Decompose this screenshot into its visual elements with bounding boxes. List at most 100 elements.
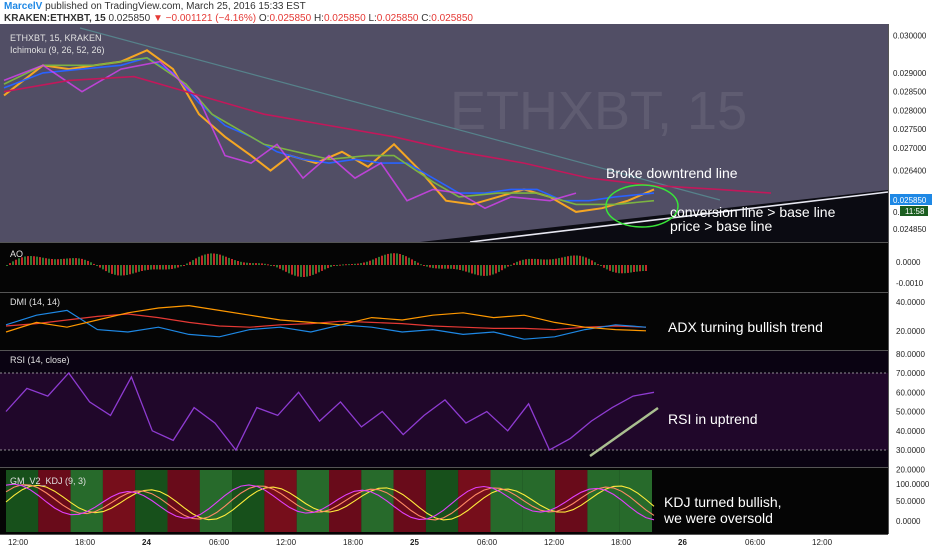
time-tick-label: 06:00	[745, 538, 766, 547]
ao-bar	[405, 256, 407, 265]
ao-bar	[483, 265, 485, 276]
price-tick-label: 0.028000	[893, 106, 927, 115]
ao-bar	[444, 265, 446, 269]
dmi-label: DMI (14, 14)	[10, 297, 60, 307]
ao-bar	[495, 265, 497, 274]
last-price-tag-text: 0.025850	[893, 196, 927, 205]
ao-bar	[144, 265, 146, 271]
ao-bar	[87, 260, 89, 265]
ao-bar	[477, 265, 479, 276]
ao-bar	[543, 259, 545, 265]
ao-bar	[417, 262, 419, 265]
ao-bar	[30, 256, 32, 265]
ao-bar	[627, 265, 629, 273]
dmi-di-line	[5, 309, 647, 340]
ao-bar	[195, 258, 197, 265]
ao-bar	[567, 256, 569, 265]
ao-bar	[387, 253, 389, 265]
ao-bar	[42, 257, 44, 265]
kdj-band	[199, 470, 233, 532]
time-axis-background	[0, 534, 932, 550]
ao-bar	[75, 258, 77, 265]
ao-bar	[537, 259, 539, 265]
ao-bar	[603, 265, 605, 268]
ao-bar	[267, 264, 269, 266]
time-tick-label: 18:00	[75, 538, 96, 547]
ao-bar	[210, 253, 212, 265]
time-tick-label: 25	[410, 538, 419, 547]
rsi-tick-label: 50.0000	[896, 408, 925, 417]
rsi-uptrend-line	[589, 406, 659, 458]
close-value: 0.025850	[431, 13, 473, 24]
rsi-band	[0, 373, 888, 450]
last-price: 0.025850	[108, 13, 151, 24]
ao-bar	[21, 257, 23, 265]
ao-bar	[309, 265, 311, 276]
ao-bar	[381, 255, 383, 265]
ao-bar	[441, 265, 443, 269]
ao-bar	[177, 265, 179, 268]
kdj-pane[interactable]: GM_V2_KDJ (9, 3) KDJ turned bullish, we …	[0, 468, 888, 534]
annotation-kdj-1: KDJ turned bullish,	[664, 494, 782, 510]
rsi-pane[interactable]: RSI (14, close) RSI in uptrend	[0, 351, 888, 467]
ao-bar	[246, 262, 248, 265]
ao-bar	[624, 265, 626, 274]
ao-bar	[390, 253, 392, 265]
ao-bar	[45, 258, 47, 265]
ao-bar	[546, 259, 548, 265]
ao-bar	[600, 265, 602, 266]
ao-bar	[396, 253, 398, 265]
ao-bar	[135, 265, 137, 273]
dmi-pane[interactable]: DMI (14, 14) ADX turning bullish trend	[0, 293, 888, 350]
time-tick-label: 12:00	[812, 538, 833, 547]
ao-bar	[561, 257, 563, 265]
ao-bar	[264, 263, 266, 265]
ao-bar	[639, 265, 641, 272]
ao-bar	[315, 265, 317, 274]
ao-pane[interactable]: AO	[0, 243, 888, 292]
ao-bar	[222, 255, 224, 265]
ao-bar	[138, 265, 140, 272]
author-link[interactable]: MarcelV	[4, 1, 43, 12]
ohlc-line: KRAKEN:ETHXBT, 15 0.025850 ▼ −0.001121 (…	[4, 13, 473, 24]
chart-canvas[interactable]: ETHXBT, 15 ETHXBT, 15, KRAKEN Ichimoku (…	[0, 24, 932, 550]
price-pane[interactable]: ETHXBT, 15 ETHXBT, 15, KRAKEN Ichimoku (…	[0, 24, 889, 243]
ao-bar	[15, 259, 17, 265]
ao-bar	[528, 258, 530, 265]
price-tick-label: 0.030000	[893, 31, 927, 40]
ao-bar	[630, 265, 632, 273]
price-axis[interactable]: 0.030000 0.029000 0.028500 0.028000 0.027500…	[888, 24, 932, 534]
open-label: O:	[258, 13, 270, 24]
time-axis[interactable]: 12:00 18:00 24 06:00 12:00 18:00 25 06:00 12:00 1…	[0, 534, 932, 550]
kdj-line-2	[5, 483, 655, 521]
ao-bar	[81, 258, 83, 265]
high-value: 0.025850	[323, 13, 366, 24]
ao-bar	[150, 265, 152, 270]
ao-bar	[225, 256, 227, 265]
ao-bar	[447, 265, 449, 269]
ao-bar	[159, 265, 161, 270]
ao-bar	[147, 265, 149, 270]
annotation-adx: ADX turning bullish trend	[668, 319, 823, 335]
ao-bar	[609, 265, 611, 271]
series-lagging-span	[3, 60, 577, 210]
price-tick-label: 0.027500	[893, 125, 927, 134]
rsi-tick-label: 70.0000	[896, 369, 925, 378]
ao-bar	[642, 265, 644, 271]
ao-bar	[612, 265, 614, 272]
kdj-band	[102, 470, 136, 532]
ao-bar	[6, 265, 8, 266]
ao-bar	[621, 265, 623, 274]
ao-bar	[453, 265, 455, 269]
ao-bar	[99, 265, 101, 268]
price-change: ▼ −0.001121 (−4.16%)	[152, 13, 257, 24]
low-label: L:	[368, 13, 377, 24]
ao-bar	[216, 253, 218, 265]
ao-bar	[129, 265, 131, 275]
ao-bar	[249, 263, 251, 265]
kdj-band	[70, 470, 103, 532]
price-tick-label: 0.028500	[893, 88, 927, 97]
low-value: 0.025850	[376, 13, 419, 24]
ao-bar	[66, 258, 68, 265]
ao-bar	[465, 265, 467, 272]
